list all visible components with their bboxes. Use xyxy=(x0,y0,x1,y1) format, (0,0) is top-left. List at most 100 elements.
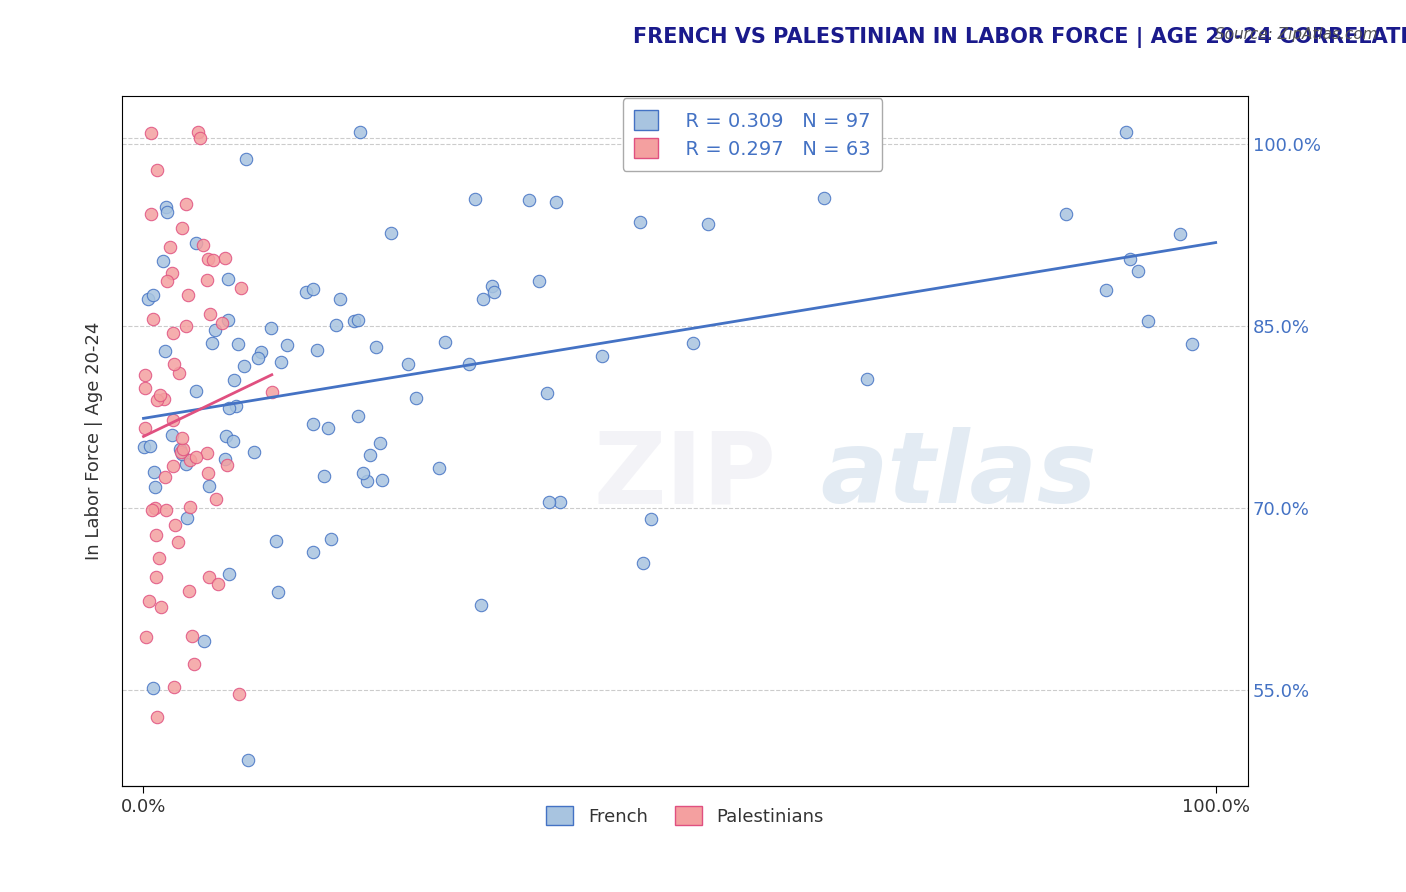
Palestinians xyxy=(155,502,177,516)
Palestinians xyxy=(139,207,162,221)
French xyxy=(349,125,371,139)
French xyxy=(682,335,704,350)
French xyxy=(236,753,259,767)
French xyxy=(325,318,347,332)
Palestinians xyxy=(148,551,170,566)
French xyxy=(380,227,402,241)
Palestinians xyxy=(167,366,190,380)
French xyxy=(347,409,370,423)
French xyxy=(470,598,492,612)
Palestinians xyxy=(145,528,167,542)
Palestinians xyxy=(231,280,253,294)
French xyxy=(184,235,207,250)
French xyxy=(464,192,486,206)
French xyxy=(156,205,179,219)
French xyxy=(302,545,325,559)
Palestinians xyxy=(162,326,184,341)
Palestinians xyxy=(197,252,219,266)
French xyxy=(548,494,571,508)
French xyxy=(1128,264,1150,278)
Palestinians xyxy=(181,629,204,643)
French xyxy=(371,473,394,487)
Palestinians xyxy=(205,491,228,506)
French xyxy=(481,279,503,293)
Palestinians xyxy=(202,252,225,267)
French xyxy=(204,323,226,337)
French xyxy=(270,355,292,369)
French xyxy=(343,314,366,328)
French xyxy=(225,399,247,413)
French xyxy=(242,444,264,458)
Palestinians xyxy=(183,657,205,672)
French xyxy=(138,439,160,453)
French xyxy=(217,272,239,286)
French xyxy=(176,510,198,524)
French xyxy=(591,350,613,364)
French xyxy=(235,152,257,166)
Palestinians xyxy=(211,316,233,330)
French xyxy=(527,274,550,288)
French xyxy=(405,391,427,405)
Palestinians xyxy=(260,384,283,399)
Text: Source: ZipAtlas.com: Source: ZipAtlas.com xyxy=(1215,27,1378,42)
French xyxy=(472,292,495,306)
French xyxy=(138,292,160,306)
French xyxy=(1054,207,1077,221)
Palestinians xyxy=(177,583,200,598)
Palestinians xyxy=(146,710,169,724)
French xyxy=(201,336,224,351)
Palestinians xyxy=(198,570,221,584)
Palestinians xyxy=(207,576,229,591)
Palestinians xyxy=(170,444,193,458)
French xyxy=(218,401,240,415)
French xyxy=(434,334,457,349)
French xyxy=(721,125,744,139)
French xyxy=(155,201,177,215)
French xyxy=(198,479,221,493)
French xyxy=(250,345,273,359)
Palestinians xyxy=(193,238,215,252)
Palestinians xyxy=(174,197,197,211)
French xyxy=(329,292,352,306)
Palestinians xyxy=(145,162,167,177)
French xyxy=(193,634,215,648)
French xyxy=(295,285,318,300)
Palestinians xyxy=(197,466,219,480)
Palestinians xyxy=(195,445,218,459)
French xyxy=(226,337,249,351)
Palestinians xyxy=(228,687,250,701)
Palestinians xyxy=(149,388,172,402)
French xyxy=(307,343,329,357)
French xyxy=(267,585,290,599)
French xyxy=(169,442,191,456)
Palestinians xyxy=(134,380,156,394)
Palestinians xyxy=(160,266,183,280)
French xyxy=(264,534,287,549)
French xyxy=(160,428,183,442)
French xyxy=(538,495,561,509)
Palestinians xyxy=(139,127,162,141)
French xyxy=(152,254,174,268)
French xyxy=(217,313,239,327)
Palestinians xyxy=(174,318,197,333)
French xyxy=(224,374,246,388)
French xyxy=(246,351,269,365)
Palestinians xyxy=(163,681,186,695)
French xyxy=(142,465,165,479)
French xyxy=(174,458,197,472)
French xyxy=(536,386,558,401)
French xyxy=(218,566,240,581)
French xyxy=(276,337,298,351)
French xyxy=(427,460,450,475)
Palestinians xyxy=(170,431,193,445)
French xyxy=(352,466,374,480)
French xyxy=(232,359,254,374)
French xyxy=(347,313,370,327)
French xyxy=(396,357,419,371)
Palestinians xyxy=(179,500,201,514)
French xyxy=(1095,283,1118,297)
French xyxy=(214,451,236,466)
French xyxy=(356,475,378,489)
Palestinians xyxy=(134,420,156,434)
Palestinians xyxy=(179,453,201,467)
